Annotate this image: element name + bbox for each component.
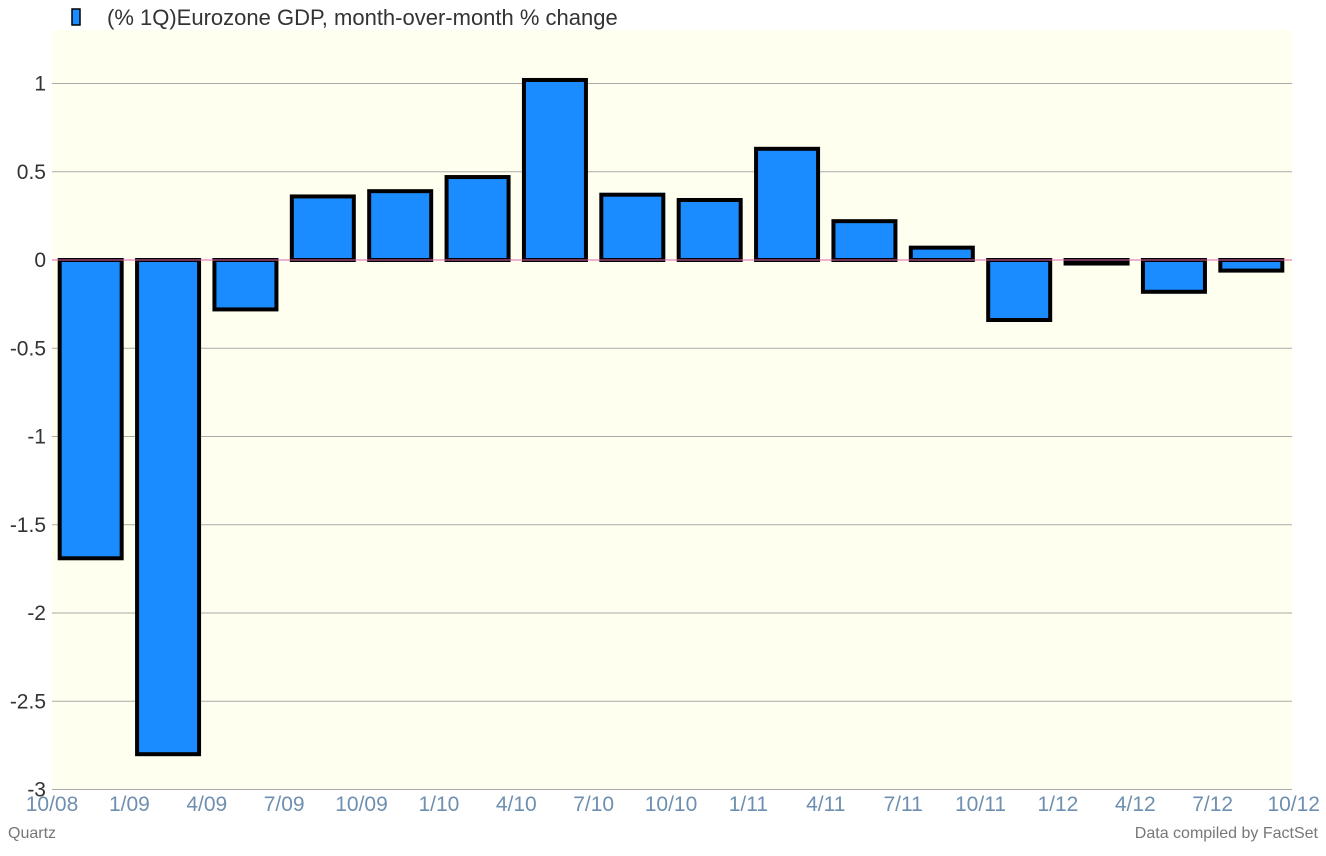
bar bbox=[1218, 258, 1285, 273]
x-tick-label: 7/11 bbox=[883, 793, 922, 816]
bar bbox=[212, 258, 279, 312]
grid-lines bbox=[52, 83, 1292, 790]
y-tick-label: -1 bbox=[27, 426, 46, 449]
x-tick-label: 10/09 bbox=[335, 793, 388, 816]
x-tick-label: 4/12 bbox=[1115, 793, 1156, 816]
x-tick-label: 7/10 bbox=[573, 793, 614, 816]
x-tick-label: 10/08 bbox=[26, 793, 79, 816]
y-tick-label: -2.5 bbox=[10, 690, 46, 713]
source-left: Quartz bbox=[8, 825, 56, 842]
x-tick-label: 1/12 bbox=[1037, 793, 1078, 816]
x-tick-label: 7/12 bbox=[1192, 793, 1233, 816]
bar bbox=[908, 245, 975, 263]
x-tick-label: 1/10 bbox=[418, 793, 459, 816]
x-tick-label: 10/12 bbox=[1267, 793, 1320, 816]
y-tick-label: 1 bbox=[34, 73, 46, 96]
bar bbox=[444, 175, 511, 262]
bars bbox=[57, 77, 1285, 757]
bar bbox=[599, 192, 666, 263]
x-tick-label: 10/10 bbox=[645, 793, 698, 816]
y-tick-label: -1.5 bbox=[10, 514, 46, 537]
x-tick-label: 7/09 bbox=[264, 793, 305, 816]
bar bbox=[831, 219, 898, 262]
plot-background bbox=[52, 30, 1292, 789]
y-tick-label: -2 bbox=[27, 602, 46, 625]
bar bbox=[986, 258, 1053, 323]
y-tick-label: 0 bbox=[34, 249, 46, 272]
bar bbox=[289, 194, 356, 263]
source-right: Data compiled by FactSet bbox=[1135, 825, 1319, 842]
legend-swatch bbox=[71, 8, 81, 26]
y-tick-label: 0.5 bbox=[17, 161, 46, 184]
legend-label: (% 1Q)Eurozone GDP, month-over-month % c… bbox=[107, 5, 618, 30]
bar bbox=[1140, 258, 1207, 294]
x-tick-label: 4/11 bbox=[806, 793, 845, 816]
y-tick-label: -0.5 bbox=[10, 337, 46, 360]
bar bbox=[57, 258, 124, 561]
legend: (% 1Q)Eurozone GDP, month-over-month % c… bbox=[71, 5, 618, 30]
y-tick-label: -3 bbox=[27, 779, 46, 802]
x-tick-label: 4/09 bbox=[186, 793, 227, 816]
x-tick-label: 10/11 bbox=[955, 793, 1006, 816]
bar bbox=[676, 197, 743, 263]
bar bbox=[1063, 258, 1130, 266]
x-tick-label: 1/09 bbox=[109, 793, 150, 816]
x-tick-label: 1/11 bbox=[729, 793, 768, 816]
bar bbox=[521, 77, 588, 262]
x-axis-ticks: 10/08 1/09 4/09 7/09 10/09 1/10 4/10 7/10 10/10 1… bbox=[26, 793, 1320, 816]
bar bbox=[135, 258, 202, 757]
bar bbox=[754, 146, 821, 262]
bar bbox=[367, 189, 434, 262]
y-axis-ticks: 1 0.5 0 -0.5 -1 -1.5 -2 -2.5 -3 bbox=[10, 73, 46, 802]
x-tick-label: 4/10 bbox=[496, 793, 537, 816]
